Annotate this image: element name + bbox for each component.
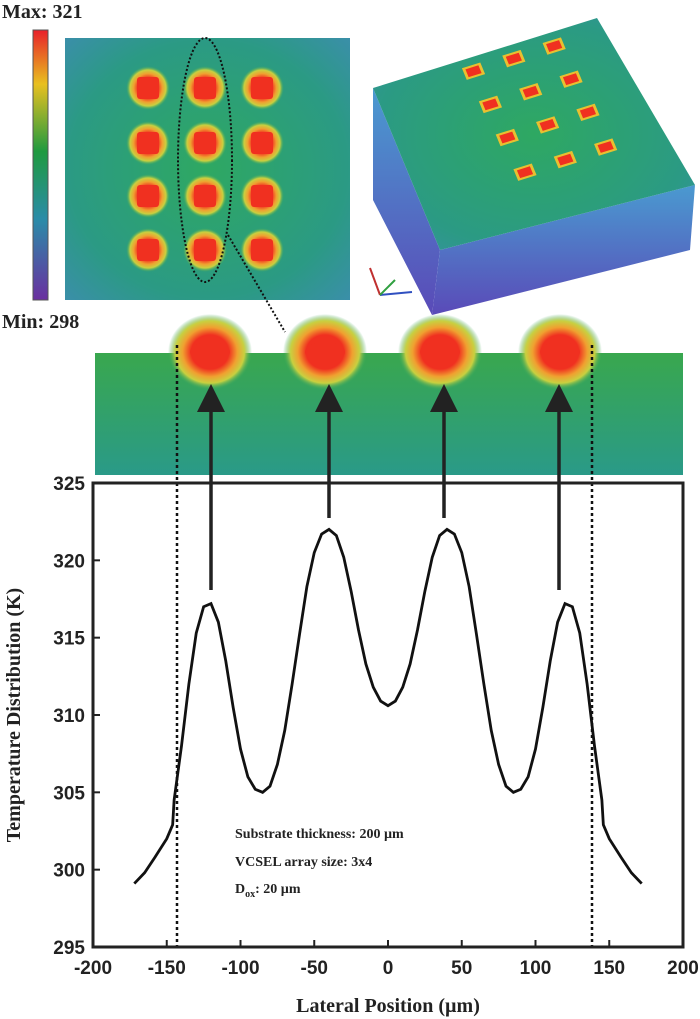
spot-core (190, 342, 230, 362)
spot-core (519, 83, 543, 101)
spot-core (194, 239, 216, 261)
x-tick-label: 200 (667, 958, 699, 979)
spot-core (513, 163, 537, 181)
x-tick-label: -100 (221, 958, 259, 979)
spot-core (137, 132, 159, 154)
spot-core (251, 132, 273, 154)
plot-frame (91, 481, 685, 949)
spot-core (194, 185, 216, 207)
colorbar-min: Min: 298 (2, 311, 79, 333)
y-tick-label: 325 (53, 474, 85, 495)
block-spots (461, 37, 618, 181)
spot-core (461, 62, 486, 80)
spot-core (594, 138, 618, 156)
colorbar (32, 29, 49, 301)
annotation: VCSEL array size: 3x4 (235, 855, 372, 870)
spot-core (251, 239, 273, 261)
spot-core (251, 185, 273, 207)
spot-core (194, 77, 216, 99)
spot-core (137, 239, 159, 261)
spot-core (553, 150, 577, 169)
annotation: Substrate thickness: 200 µm (235, 827, 404, 842)
y-tick-label: 320 (53, 551, 85, 572)
annotation-symbol: D (235, 882, 245, 897)
spot-core (137, 185, 159, 207)
x-tick-label: 150 (593, 958, 625, 979)
spot-core (305, 342, 345, 362)
y-tick-label: 315 (53, 629, 85, 650)
x-tick-label: -50 (301, 958, 328, 979)
annotation: Dox: 20 µm (235, 882, 301, 900)
spot-core (502, 49, 526, 68)
block-left-face (373, 88, 440, 315)
y-tick-label: 295 (53, 938, 85, 959)
spot-core (576, 103, 600, 122)
block-front-face (432, 185, 695, 315)
spot-core (559, 70, 583, 88)
x-tick-label: 100 (520, 958, 552, 979)
spot-core (251, 77, 273, 99)
x-axis-title: Lateral Position (µm) (296, 995, 480, 1017)
annotation-subscript: ox (245, 889, 255, 900)
x-tick-label: -200 (74, 958, 112, 979)
selection-ellipse (177, 37, 233, 283)
spot-core (542, 37, 566, 55)
spot-core (540, 342, 580, 362)
spot-core (536, 116, 560, 134)
x-tick-label: -150 (148, 958, 186, 979)
x-tick-label: 0 (383, 958, 394, 979)
y-tick-label: 305 (53, 783, 85, 804)
spot-core (495, 128, 519, 147)
spot-core (137, 77, 159, 99)
colorbar-max: Max: 321 (2, 1, 83, 23)
y-tick-label: 300 (53, 861, 85, 882)
spot-core (478, 95, 503, 114)
selection-leader (227, 234, 286, 333)
top-view-spots (126, 66, 284, 272)
temperature-line (133, 527, 643, 885)
x-tick-label: 50 (451, 958, 472, 979)
axis-triad (369, 267, 413, 296)
annotation-text: : 20 µm (255, 882, 301, 897)
peak-arrows (197, 384, 573, 590)
block-top-face (373, 18, 695, 250)
cross-section-spots (168, 314, 602, 390)
y-axis-title: Temperature Distribution (K) (3, 588, 25, 842)
spot-core (194, 132, 216, 154)
y-tick-label: 310 (53, 706, 85, 727)
spot-core (420, 342, 460, 362)
